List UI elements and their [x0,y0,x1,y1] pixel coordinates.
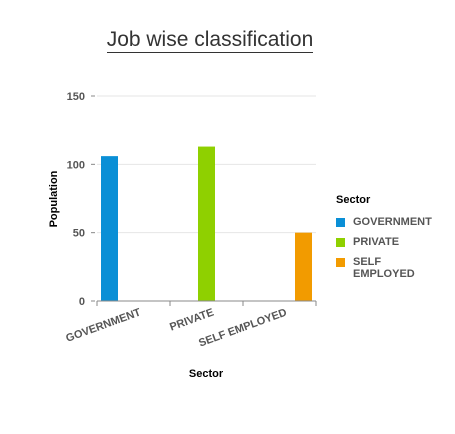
y-tick-label: 150 [67,91,85,103]
legend-item[interactable]: SELF EMPLOYED [336,256,446,280]
y-axis-ticks: 0 50 100 150 [67,91,95,308]
legend-swatch [336,258,345,267]
legend-label: GOVERNMENT [353,216,432,228]
legend-item[interactable]: GOVERNMENT [336,216,446,228]
legend-item[interactable]: PRIVATE [336,236,446,248]
y-axis-title: Population [48,170,60,227]
bar-self-employed[interactable] [295,232,312,301]
chart-title-text: Job wise classification [106,28,314,53]
x-axis-title: Sector [189,368,224,380]
x-tick-label: GOVERNMENT [64,306,142,344]
bars [101,146,312,301]
legend: Sector GOVERNMENT PRIVATE SELF EMPLOYED [336,194,446,288]
legend-label: PRIVATE [353,236,400,248]
legend-swatch [336,238,345,247]
x-tick-label: PRIVATE [168,307,215,334]
legend-title: Sector [336,194,371,206]
y-tick-label: 0 [79,296,85,308]
y-tick-label: 50 [73,228,85,240]
legend-swatch [336,218,345,227]
legend-label: SELF EMPLOYED [353,256,415,280]
legend-items: GOVERNMENT PRIVATE SELF EMPLOYED [336,216,446,280]
y-tick-label: 100 [67,159,85,171]
bar-government[interactable] [101,156,118,301]
chart-title: Job wise classification [0,28,420,53]
bar-private[interactable] [198,146,215,301]
